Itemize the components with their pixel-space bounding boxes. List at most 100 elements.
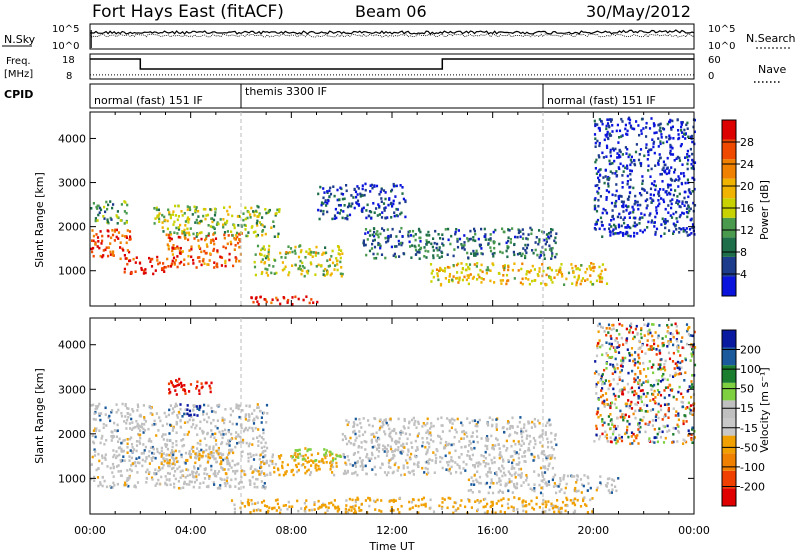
range-cell <box>126 412 129 415</box>
range-cell <box>220 456 223 460</box>
range-cell <box>489 279 492 283</box>
range-cell <box>610 342 613 346</box>
range-cell <box>631 205 634 209</box>
range-cell <box>440 507 443 510</box>
range-cell <box>650 348 653 351</box>
range-cell <box>300 249 303 252</box>
range-cell <box>515 463 518 466</box>
range-cell <box>149 446 153 449</box>
range-cell <box>281 261 284 264</box>
range-cell <box>298 452 301 456</box>
range-cell <box>310 298 313 301</box>
range-cell <box>361 468 364 471</box>
range-cell <box>447 238 450 242</box>
range-cell <box>555 443 558 447</box>
range-cell <box>549 275 552 279</box>
range-cell <box>169 236 172 240</box>
range-cell <box>616 232 619 235</box>
range-cell <box>653 389 656 393</box>
range-cell <box>554 236 557 240</box>
range-cell <box>202 410 205 413</box>
range-cell <box>193 467 196 470</box>
range-cell <box>605 398 609 401</box>
range-cell <box>630 400 633 404</box>
range-cell <box>676 339 679 343</box>
range-cell <box>469 237 472 241</box>
range-cell <box>346 423 349 427</box>
range-cell <box>263 248 266 251</box>
range-cell <box>250 296 253 300</box>
range-cell <box>190 425 193 429</box>
range-cell <box>188 409 192 413</box>
range-cell <box>441 466 444 470</box>
range-cell <box>595 424 598 428</box>
range-cell <box>227 234 230 237</box>
range-cell <box>235 422 238 426</box>
range-cell <box>659 404 662 408</box>
range-cell <box>314 273 317 276</box>
range-cell <box>570 263 573 266</box>
range-cell <box>261 230 264 233</box>
range-cell <box>640 162 643 165</box>
range-cell <box>624 226 627 229</box>
range-cell <box>495 437 498 440</box>
range-cell <box>524 254 527 258</box>
range-cell <box>121 247 124 251</box>
range-cell <box>512 506 515 510</box>
range-cell <box>186 216 190 219</box>
range-cell <box>370 433 373 436</box>
range-cell <box>544 500 547 503</box>
range-cell <box>345 463 348 466</box>
range-cell <box>264 208 267 211</box>
range-cell <box>126 438 129 441</box>
range-cell <box>514 443 517 446</box>
range-cell <box>666 156 669 160</box>
range-cell <box>190 248 193 251</box>
range-cell <box>603 399 606 403</box>
range-cell <box>659 367 662 371</box>
range-cell <box>116 215 119 219</box>
range-cell <box>615 129 618 133</box>
range-cell <box>429 506 432 510</box>
range-cell <box>516 252 520 256</box>
range-cell <box>533 417 536 421</box>
range-cell <box>424 445 427 449</box>
range-cell <box>601 344 604 347</box>
range-cell <box>257 428 260 431</box>
range-cell <box>368 497 371 500</box>
range-cell <box>640 383 643 386</box>
range-cell <box>412 416 415 420</box>
range-cell <box>325 273 329 276</box>
range-cell <box>658 427 661 430</box>
range-cell <box>450 426 453 430</box>
range-cell <box>472 249 475 253</box>
range-cell <box>263 472 266 475</box>
range-cell <box>664 218 667 221</box>
range-cell <box>372 227 376 230</box>
range-cell <box>510 474 513 477</box>
range-cell <box>432 254 435 257</box>
range-cell <box>336 263 339 266</box>
range-cell <box>234 469 237 473</box>
range-cell <box>691 152 694 156</box>
range-cell <box>544 424 548 427</box>
range-cell <box>606 118 609 121</box>
range-cell <box>124 201 127 204</box>
range-cell <box>460 453 463 456</box>
range-cell <box>347 420 350 424</box>
range-cell <box>285 251 288 254</box>
range-cell <box>555 484 558 488</box>
range-cell <box>318 217 321 221</box>
range-cell <box>294 449 297 452</box>
range-cell <box>227 429 230 432</box>
range-cell <box>392 254 395 257</box>
range-cell <box>379 190 382 194</box>
range-cell <box>211 455 214 459</box>
range-cell <box>294 245 297 249</box>
range-cell <box>671 441 674 444</box>
range-cell <box>472 464 475 467</box>
range-cell <box>324 246 327 249</box>
range-cell <box>639 372 642 375</box>
range-cell <box>184 237 187 240</box>
range-cell <box>620 359 623 362</box>
